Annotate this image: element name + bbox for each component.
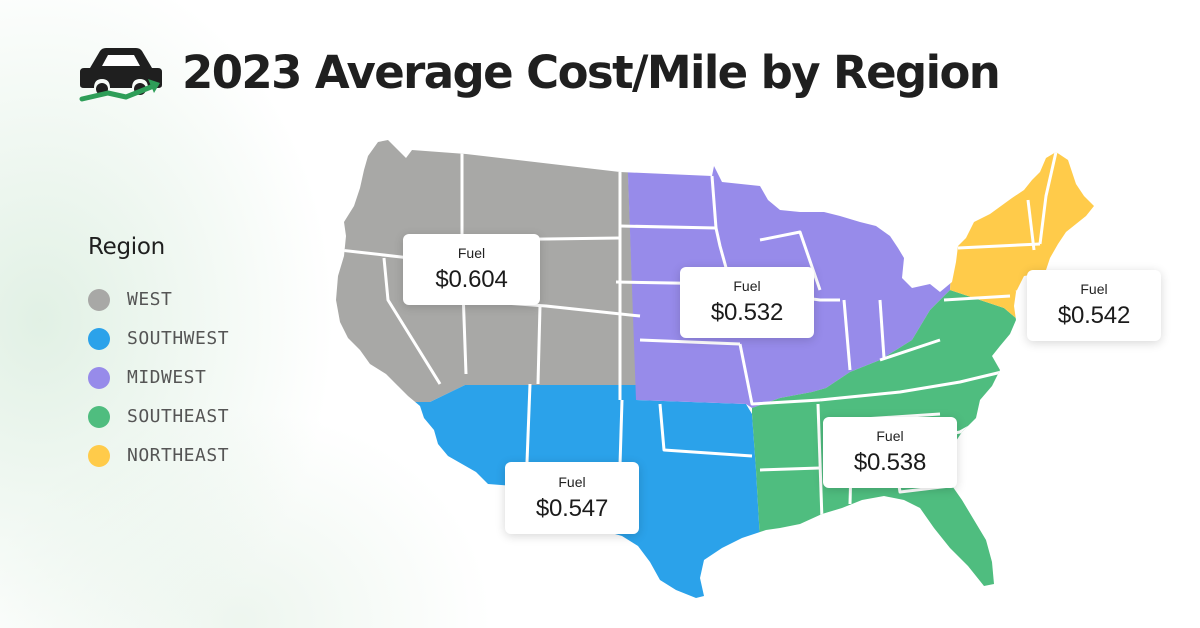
callout-southeast: Fuel $0.538 xyxy=(823,417,957,488)
legend-swatch-west xyxy=(88,288,110,311)
callout-midwest-label: Fuel xyxy=(733,278,761,294)
legend-label-southwest: SOUTHWEST xyxy=(127,328,230,349)
legend-swatch-southeast xyxy=(88,405,110,428)
callout-northeast-label: Fuel xyxy=(1080,281,1108,297)
region-legend: Region WEST SOUTHWEST MIDWEST SOUTHEAST … xyxy=(88,234,229,475)
legend-item-southwest: SOUTHWEST xyxy=(88,319,229,358)
callout-southwest-value: $0.547 xyxy=(535,494,609,522)
callout-southwest: Fuel $0.547 xyxy=(505,462,639,534)
legend-item-midwest: MIDWEST xyxy=(88,358,229,397)
callout-west-value: $0.604 xyxy=(435,266,508,293)
callout-west: Fuel $0.604 xyxy=(403,234,540,305)
callout-midwest-value: $0.532 xyxy=(710,299,784,326)
callout-northeast: Fuel $0.542 xyxy=(1027,270,1161,341)
legend-label-west: WEST xyxy=(127,289,173,310)
callout-midwest: Fuel $0.532 xyxy=(680,267,814,338)
legend-swatch-northeast xyxy=(88,444,110,467)
page-title: 2023 Average Cost/Mile by Region xyxy=(182,45,1001,99)
callout-northeast-value: $0.542 xyxy=(1057,302,1131,329)
callout-west-label: Fuel xyxy=(457,245,486,261)
legend-item-northeast: NORTHEAST xyxy=(88,436,229,475)
callout-southeast-value: $0.538 xyxy=(853,449,927,476)
legend-item-southeast: SOUTHEAST xyxy=(88,397,229,436)
car-icon xyxy=(79,48,162,102)
legend-swatch-midwest xyxy=(88,366,110,389)
legend-label-midwest: MIDWEST xyxy=(127,367,207,388)
legend-title: Region xyxy=(88,234,165,260)
region-shapes xyxy=(336,140,1094,598)
legend-swatch-southwest xyxy=(88,327,110,350)
callout-southeast-label: Fuel xyxy=(876,428,904,444)
legend-label-southeast: SOUTHEAST xyxy=(127,406,230,427)
callout-southwest-label: Fuel xyxy=(558,473,586,490)
legend-label-northeast: NORTHEAST xyxy=(127,445,230,466)
legend-item-west: WEST xyxy=(88,280,229,319)
header: 2023 Average Cost/Mile by Region xyxy=(78,36,1001,108)
